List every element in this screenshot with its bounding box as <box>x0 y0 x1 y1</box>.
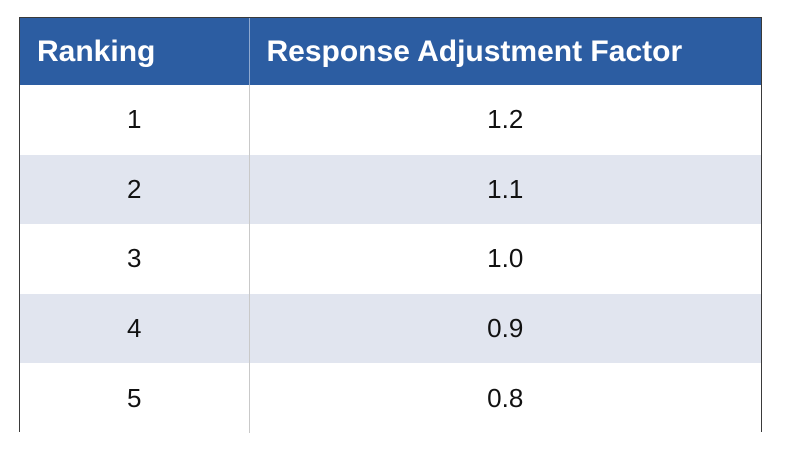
column-header-response-adjustment-factor: Response Adjustment Factor <box>266 34 683 68</box>
response-adjustment-table: Ranking Response Adjustment Factor 1 1.2… <box>19 17 762 433</box>
table-row: 5 0.8 <box>20 363 761 433</box>
table-header-row: Ranking Response Adjustment Factor <box>20 18 761 85</box>
factor-cell: 1.1 <box>487 173 524 204</box>
data-table: Ranking Response Adjustment Factor 1 1.2… <box>20 18 761 433</box>
factor-cell: 0.8 <box>487 382 524 413</box>
table-row: 2 1.1 <box>20 154 761 225</box>
factor-cell: 1.2 <box>487 104 524 135</box>
ranking-cell: 4 <box>20 293 250 364</box>
ranking-cell: 2 <box>20 154 250 225</box>
factor-cell: 0.9 <box>487 313 524 344</box>
ranking-cell: 1 <box>20 85 250 155</box>
ranking-cell: 3 <box>20 224 250 294</box>
column-header-ranking: Ranking <box>20 18 250 85</box>
table-row: 1 1.2 <box>20 85 761 155</box>
ranking-cell: 5 <box>20 363 250 433</box>
table-row: 3 1.0 <box>20 224 761 294</box>
factor-cell: 1.0 <box>487 243 524 274</box>
table-row: 4 0.9 <box>20 293 761 364</box>
